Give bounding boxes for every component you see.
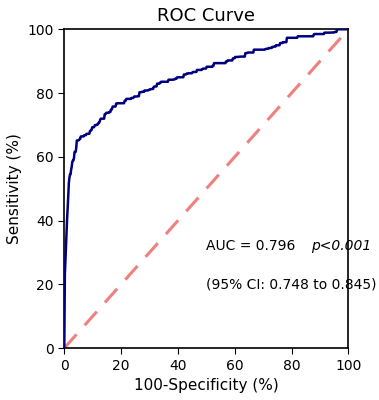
Text: (95% CI: 0.748 to 0.845): (95% CI: 0.748 to 0.845) — [206, 277, 377, 291]
Y-axis label: Sensitivity (%): Sensitivity (%) — [7, 133, 22, 244]
Text: AUC = 0.796: AUC = 0.796 — [206, 239, 304, 253]
Text: p<0.001: p<0.001 — [312, 239, 372, 253]
Title: ROC Curve: ROC Curve — [157, 7, 255, 25]
X-axis label: 100-Specificity (%): 100-Specificity (%) — [134, 378, 279, 393]
